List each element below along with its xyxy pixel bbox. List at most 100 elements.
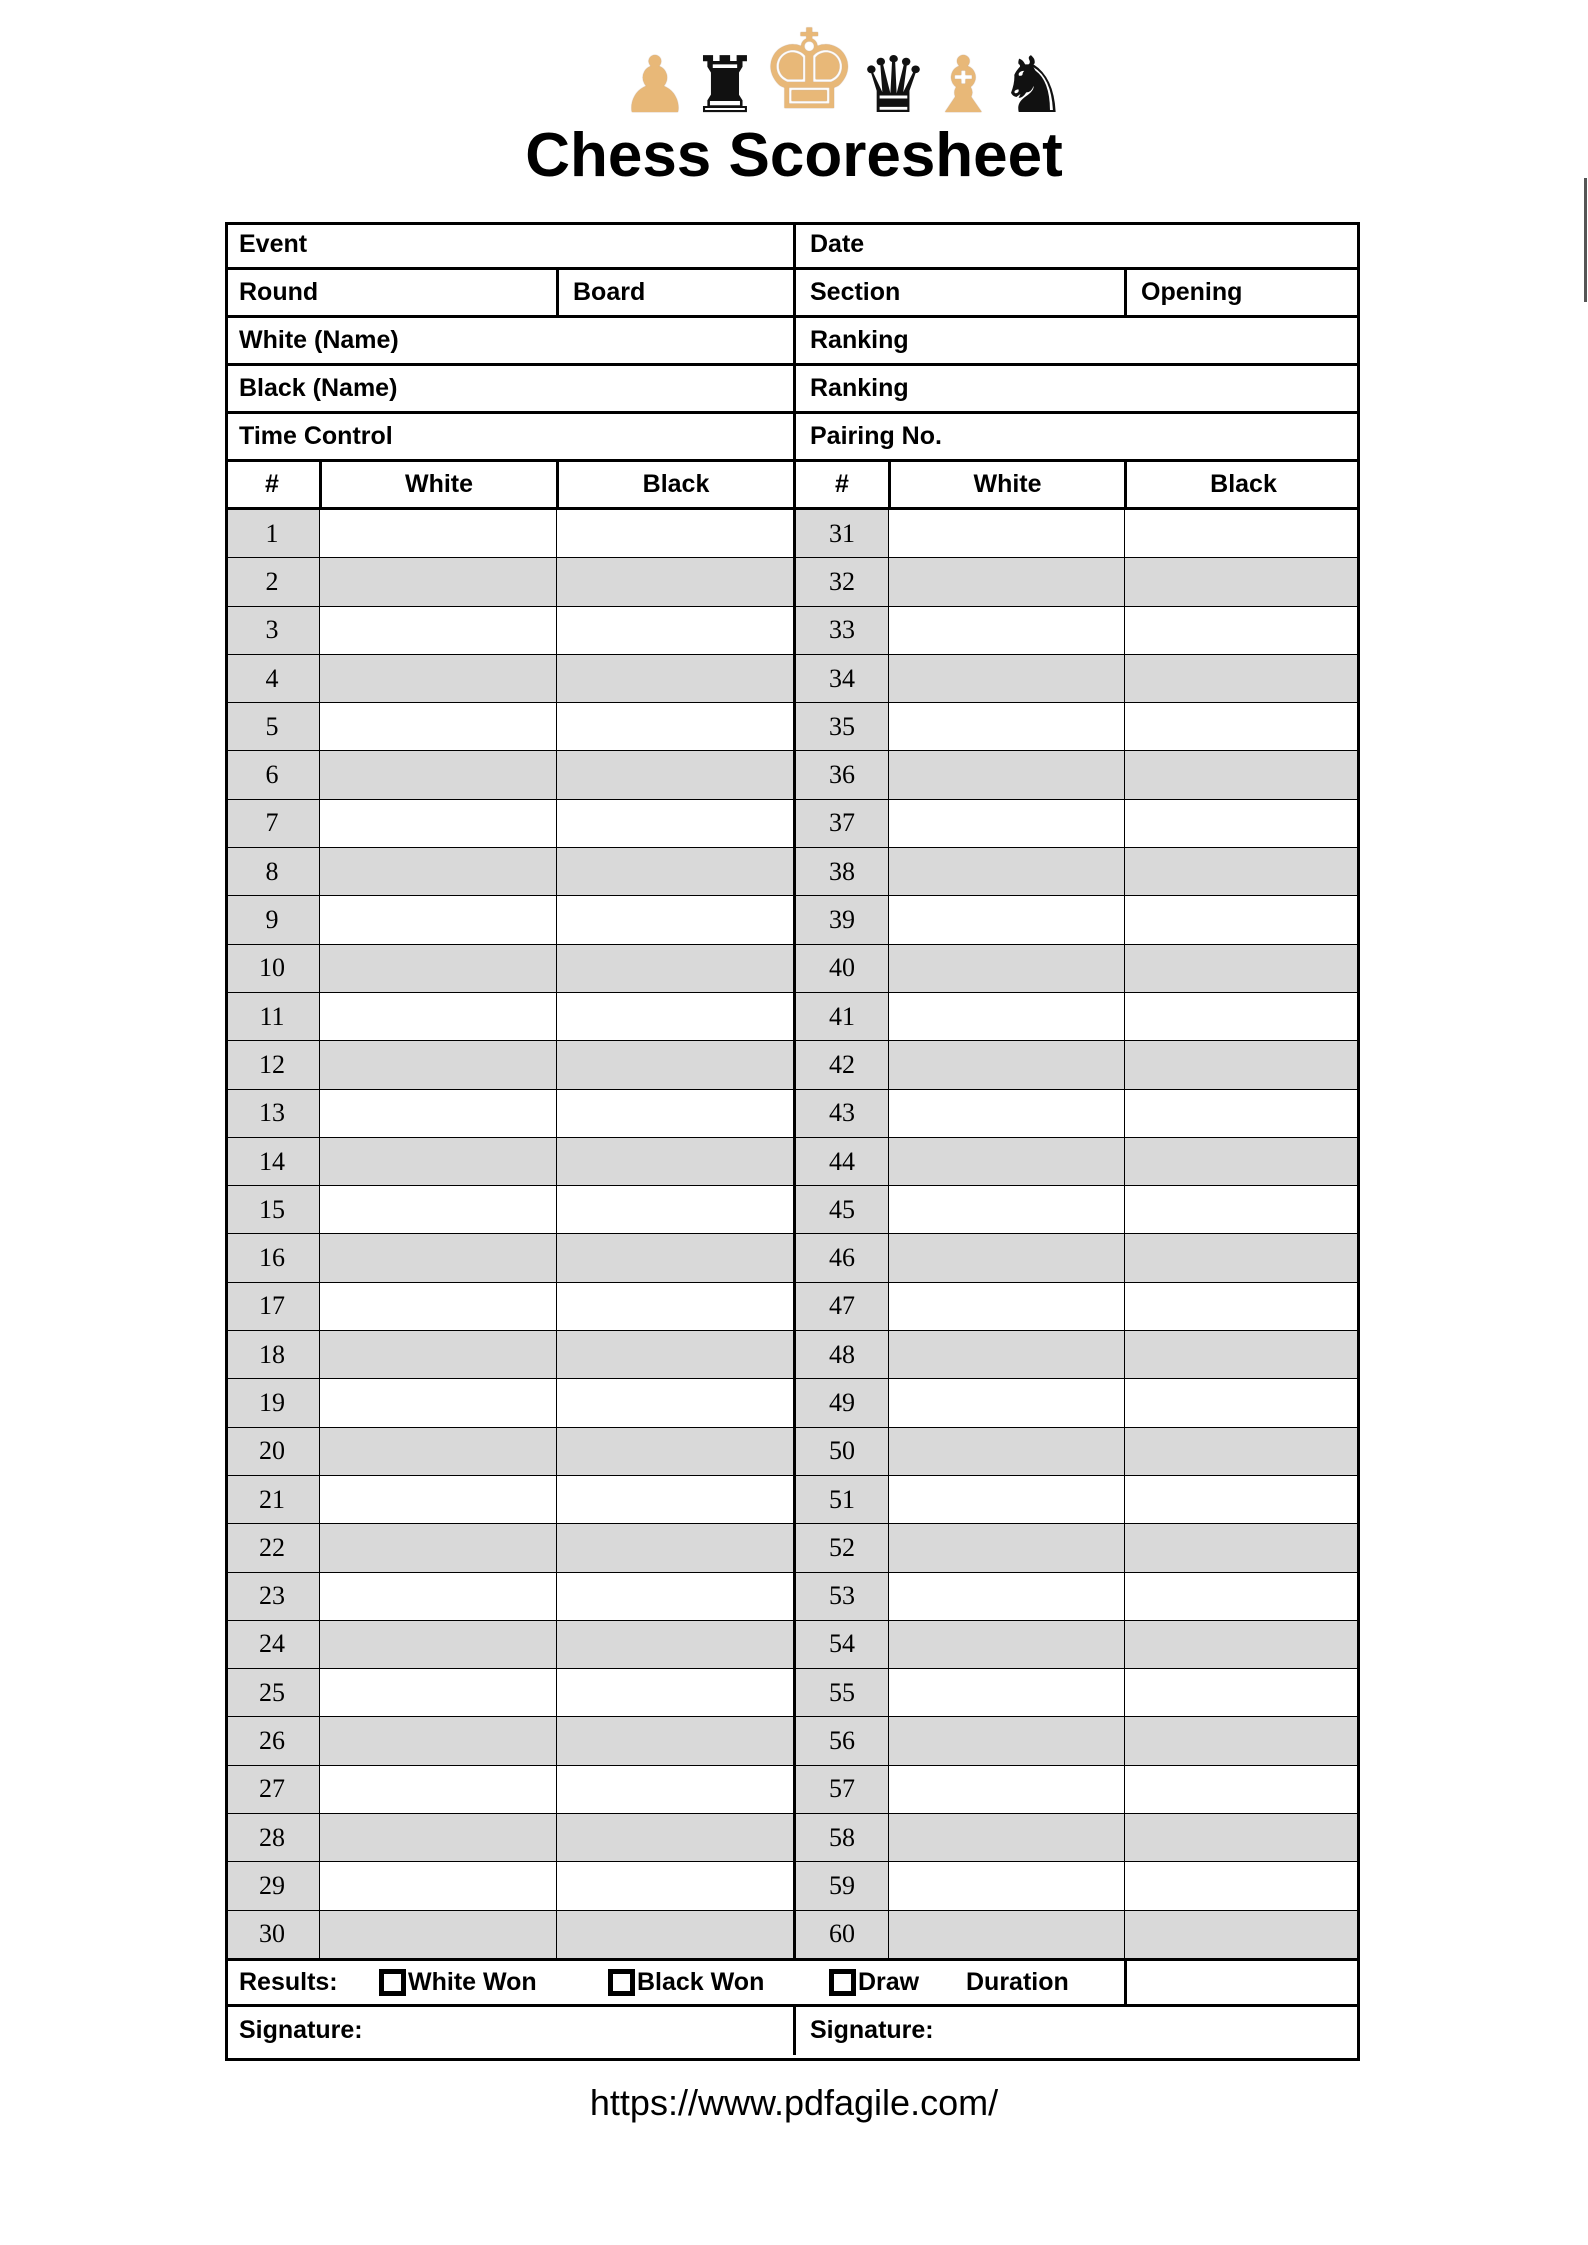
- white-move-cell[interactable]: [319, 1089, 556, 1137]
- white-move-cell[interactable]: [319, 558, 556, 606]
- white-move-cell[interactable]: [888, 896, 1124, 944]
- white-move-cell[interactable]: [319, 1137, 556, 1186]
- white-move-cell[interactable]: [888, 1137, 1124, 1186]
- black-move-cell[interactable]: [1124, 896, 1360, 944]
- black-move-cell[interactable]: [556, 751, 793, 799]
- black-move-cell[interactable]: [1124, 1814, 1360, 1862]
- footer-url[interactable]: https://www.pdfagile.com/: [589, 2082, 999, 2123]
- black-move-cell[interactable]: [556, 1041, 793, 1089]
- white-move-cell[interactable]: [319, 1765, 556, 1814]
- white-move-cell[interactable]: [319, 1379, 556, 1427]
- black-move-cell[interactable]: [1124, 1717, 1360, 1765]
- white-move-cell[interactable]: [888, 1186, 1124, 1234]
- white-move-cell[interactable]: [319, 751, 556, 799]
- white-move-cell[interactable]: [319, 510, 556, 558]
- black-move-cell[interactable]: [556, 1089, 793, 1137]
- white-move-cell[interactable]: [888, 1379, 1124, 1427]
- white-move-cell[interactable]: [888, 1524, 1124, 1572]
- white-move-cell[interactable]: [888, 1282, 1124, 1331]
- black-move-cell[interactable]: [556, 1814, 793, 1862]
- white-move-cell[interactable]: [319, 1234, 556, 1282]
- black-move-cell[interactable]: [1124, 848, 1360, 896]
- white-move-cell[interactable]: [888, 799, 1124, 848]
- white-move-cell[interactable]: [888, 1620, 1124, 1669]
- black-move-cell[interactable]: [1124, 1475, 1360, 1524]
- pairing-field[interactable]: Pairing No.: [793, 414, 1360, 459]
- black-move-cell[interactable]: [556, 1669, 793, 1717]
- white-move-cell[interactable]: [319, 1331, 556, 1379]
- black-move-cell[interactable]: [556, 1137, 793, 1186]
- black-name-field[interactable]: Black (Name): [239, 374, 398, 402]
- black-move-cell[interactable]: [1124, 1427, 1360, 1475]
- white-won-checkbox[interactable]: [379, 1968, 406, 1996]
- black-move-cell[interactable]: [1124, 799, 1360, 848]
- white-move-cell[interactable]: [319, 1814, 556, 1862]
- black-move-cell[interactable]: [556, 1862, 793, 1910]
- black-move-cell[interactable]: [556, 1524, 793, 1572]
- white-move-cell[interactable]: [319, 1427, 556, 1475]
- black-move-cell[interactable]: [556, 944, 793, 992]
- white-move-cell[interactable]: [319, 1620, 556, 1669]
- black-move-cell[interactable]: [556, 1379, 793, 1427]
- white-move-cell[interactable]: [888, 944, 1124, 992]
- white-move-cell[interactable]: [888, 1717, 1124, 1765]
- black-move-cell[interactable]: [556, 510, 793, 558]
- white-move-cell[interactable]: [319, 1282, 556, 1331]
- white-move-cell[interactable]: [319, 1186, 556, 1234]
- white-move-cell[interactable]: [319, 1669, 556, 1717]
- signature-right-field[interactable]: Signature:: [793, 2006, 1360, 2055]
- black-move-cell[interactable]: [1124, 751, 1360, 799]
- black-move-cell[interactable]: [1124, 1282, 1360, 1331]
- black-move-cell[interactable]: [1124, 1572, 1360, 1620]
- black-move-cell[interactable]: [1124, 1089, 1360, 1137]
- white-move-cell[interactable]: [888, 1234, 1124, 1282]
- black-move-cell[interactable]: [1124, 992, 1360, 1041]
- white-move-cell[interactable]: [319, 896, 556, 944]
- signature-left-field[interactable]: Signature:: [239, 2016, 363, 2045]
- white-move-cell[interactable]: [888, 1910, 1124, 1958]
- white-move-cell[interactable]: [888, 1814, 1124, 1862]
- black-move-cell[interactable]: [1124, 1331, 1360, 1379]
- black-move-cell[interactable]: [556, 1186, 793, 1234]
- duration-field[interactable]: [1124, 1960, 1360, 2004]
- black-move-cell[interactable]: [556, 1331, 793, 1379]
- white-move-cell[interactable]: [888, 1862, 1124, 1910]
- black-move-cell[interactable]: [1124, 1379, 1360, 1427]
- white-name-field[interactable]: White (Name): [239, 326, 399, 354]
- date-field[interactable]: Date: [793, 222, 1360, 267]
- draw-checkbox[interactable]: [829, 1968, 856, 1996]
- white-move-cell[interactable]: [888, 1089, 1124, 1137]
- section-field[interactable]: Section: [793, 270, 1124, 315]
- opening-field[interactable]: Opening: [1124, 270, 1360, 315]
- black-move-cell[interactable]: [556, 654, 793, 703]
- event-field[interactable]: Event: [239, 230, 308, 258]
- black-move-cell[interactable]: [1124, 1186, 1360, 1234]
- black-move-cell[interactable]: [556, 606, 793, 654]
- black-move-cell[interactable]: [1124, 1765, 1360, 1814]
- black-move-cell[interactable]: [1124, 703, 1360, 751]
- white-move-cell[interactable]: [319, 944, 556, 992]
- scrollbar[interactable]: [1584, 178, 1587, 302]
- white-move-cell[interactable]: [319, 1524, 556, 1572]
- black-move-cell[interactable]: [556, 992, 793, 1041]
- black-ranking-field[interactable]: Ranking: [793, 366, 1360, 411]
- white-move-cell[interactable]: [888, 654, 1124, 703]
- black-move-cell[interactable]: [1124, 510, 1360, 558]
- white-move-cell[interactable]: [319, 606, 556, 654]
- black-move-cell[interactable]: [1124, 558, 1360, 606]
- black-move-cell[interactable]: [1124, 944, 1360, 992]
- black-move-cell[interactable]: [556, 1427, 793, 1475]
- white-move-cell[interactable]: [888, 992, 1124, 1041]
- white-move-cell[interactable]: [319, 799, 556, 848]
- white-move-cell[interactable]: [888, 848, 1124, 896]
- white-move-cell[interactable]: [319, 1862, 556, 1910]
- white-move-cell[interactable]: [319, 703, 556, 751]
- black-move-cell[interactable]: [556, 1910, 793, 1958]
- black-move-cell[interactable]: [556, 558, 793, 606]
- black-won-checkbox[interactable]: [608, 1968, 635, 1996]
- black-move-cell[interactable]: [1124, 1862, 1360, 1910]
- black-move-cell[interactable]: [1124, 1234, 1360, 1282]
- white-move-cell[interactable]: [888, 703, 1124, 751]
- black-move-cell[interactable]: [556, 896, 793, 944]
- white-ranking-field[interactable]: Ranking: [793, 318, 1360, 363]
